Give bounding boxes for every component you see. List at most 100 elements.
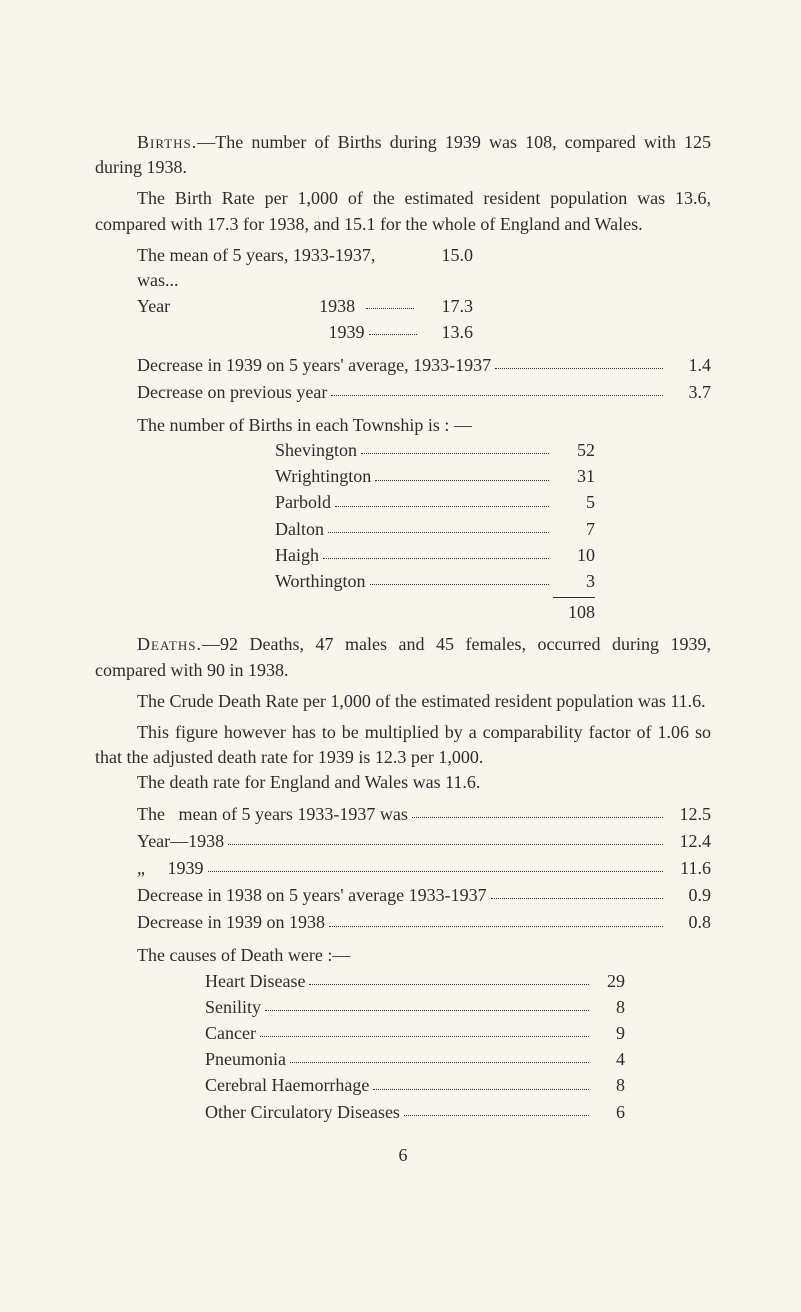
births-mean-value: 15.0	[417, 243, 473, 293]
causes-list: Heart Disease29Senility8Cancer9Pneumonia…	[95, 969, 711, 1125]
births-decrease-prev-label: Decrease on previous year	[137, 380, 327, 405]
cause-row: Pneumonia 4	[205, 1047, 625, 1072]
deaths-decrease-5yr-label: Decrease in 1938 on 5 years' average 193…	[137, 883, 487, 908]
dot-leader	[290, 1047, 589, 1063]
deaths-year-1939-value: 11.6	[667, 856, 711, 881]
page-number: 6	[95, 1143, 711, 1168]
cause-name: Other Circulatory Diseases	[205, 1100, 400, 1125]
deaths-crude-para: The Crude Death Rate per 1,000 of the es…	[95, 689, 711, 714]
cause-count: 8	[593, 1073, 625, 1098]
township-row: Haigh 10	[275, 543, 595, 568]
births-year-1938-left: Year 1938	[137, 294, 417, 319]
births-year-1939-left: 1939	[137, 320, 417, 345]
dot-leader	[373, 1073, 589, 1089]
births-mean-label-text: The mean of 5 years, 1933-1937, was...	[137, 245, 375, 290]
townships-intro: The number of Births in each Township is…	[137, 413, 711, 438]
year-1938-value: 17.3	[417, 294, 473, 319]
page: Births.—The number of Births during 1939…	[0, 0, 801, 1208]
dot-leader	[329, 910, 663, 926]
dot-leader	[495, 353, 663, 369]
year-1938-label: 1938	[319, 296, 355, 316]
births-decrease-prev-value: 3.7	[667, 380, 711, 405]
deaths-year-1939-label: „ 1939	[137, 856, 204, 881]
dot-leader	[328, 517, 549, 533]
deaths-decrease-1938-value: 0.8	[667, 910, 711, 935]
births-decrease-5yr-value: 1.4	[667, 353, 711, 378]
deaths-decrease-5yr-row: Decrease in 1938 on 5 years' average 193…	[137, 883, 711, 908]
dot-leader	[335, 490, 549, 506]
births-intro-para: Births.—The number of Births during 1939…	[95, 130, 711, 180]
cause-row: Senility 8	[205, 995, 625, 1020]
deaths-decrease-5yr-value: 0.9	[667, 883, 711, 908]
year-1939-value: 13.6	[417, 320, 473, 345]
dot-leader	[375, 464, 549, 480]
township-name: Shevington	[275, 438, 357, 463]
deaths-year-1939-row: „ 1939 11.6	[137, 856, 711, 881]
townships-total-value: 108	[553, 600, 595, 625]
dot-leader	[331, 380, 663, 396]
township-count: 31	[553, 464, 595, 489]
dot-leader	[323, 543, 549, 559]
causes-heading: The causes of Death were :—	[137, 943, 711, 968]
township-row: Shevington 52	[275, 438, 595, 463]
dot-leader	[491, 883, 663, 899]
cause-row: Cancer 9	[205, 1021, 625, 1046]
deaths-year-1938-row: Year—1938 12.4	[137, 829, 711, 854]
births-decrease-5yr-row: Decrease in 1939 on 5 years' average, 19…	[137, 353, 711, 378]
dot-leader	[208, 856, 664, 872]
township-count: 5	[553, 490, 595, 515]
deaths-decrease-1938-label: Decrease in 1939 on 1938	[137, 910, 325, 935]
birth-rate-para: The Birth Rate per 1,000 of the estimate…	[95, 186, 711, 236]
deaths-mean-5yr-label: The mean of 5 years 1933-1937 was	[137, 802, 408, 827]
dot-leader	[370, 569, 549, 585]
township-count: 10	[553, 543, 595, 568]
births-year-1938-row: Year 1938 17.3	[137, 294, 711, 319]
cause-name: Heart Disease	[205, 969, 305, 994]
township-count: 7	[553, 517, 595, 542]
cause-row: Other Circulatory Diseases 6	[205, 1100, 625, 1125]
year-label: Year	[137, 296, 170, 316]
townships-total-rule	[553, 597, 595, 598]
births-mean-block: The mean of 5 years, 1933-1937, was... 1…	[137, 243, 711, 346]
township-count: 52	[553, 438, 595, 463]
township-name: Parbold	[275, 490, 331, 515]
deaths-decrease-1938-row: Decrease in 1939 on 1938 0.8	[137, 910, 711, 935]
deaths-mean-5yr-value: 12.5	[667, 802, 711, 827]
dot-leader	[404, 1100, 589, 1116]
cause-count: 8	[593, 995, 625, 1020]
cause-count: 6	[593, 1100, 625, 1125]
deaths-figure-para: This figure however has to be multiplied…	[95, 720, 711, 770]
dot-leader	[228, 829, 663, 845]
deaths-heading: Deaths.	[137, 634, 202, 654]
deaths-year-1938-value: 12.4	[667, 829, 711, 854]
townships-total-row: 108	[275, 600, 595, 625]
deaths-england-line: The death rate for England and Wales was…	[137, 770, 711, 795]
cause-row: Cerebral Haemorrhage 8	[205, 1073, 625, 1098]
cause-name: Cancer	[205, 1021, 256, 1046]
dot-leader	[265, 995, 589, 1011]
township-row: Worthington3	[275, 569, 595, 594]
births-heading: Births.	[137, 132, 197, 152]
dot-leader	[260, 1021, 589, 1037]
dot-leader	[309, 969, 589, 985]
cause-count: 29	[593, 969, 625, 994]
cause-name: Pneumonia	[205, 1047, 286, 1072]
township-name: Haigh	[275, 543, 319, 568]
township-name: Worthington	[275, 569, 366, 594]
cause-count: 9	[593, 1021, 625, 1046]
deaths-year-1938-label: Year—1938	[137, 829, 224, 854]
township-row: Dalton 7	[275, 517, 595, 542]
cause-name: Senility	[205, 995, 261, 1020]
cause-count: 4	[593, 1047, 625, 1072]
township-row: Wrightington 31	[275, 464, 595, 489]
cause-row: Heart Disease 29	[205, 969, 625, 994]
township-name: Wrightington	[275, 464, 371, 489]
births-decrease-prev-row: Decrease on previous year 3.7	[137, 380, 711, 405]
cause-name: Cerebral Haemorrhage	[205, 1073, 369, 1098]
births-mean-row: The mean of 5 years, 1933-1937, was... 1…	[137, 243, 711, 293]
year-1939-label: 1939	[329, 322, 365, 342]
dot-leader	[412, 802, 663, 818]
township-name: Dalton	[275, 517, 324, 542]
township-row: Parbold 5	[275, 490, 595, 515]
births-decrease-5yr-label: Decrease in 1939 on 5 years' average, 19…	[137, 353, 491, 378]
